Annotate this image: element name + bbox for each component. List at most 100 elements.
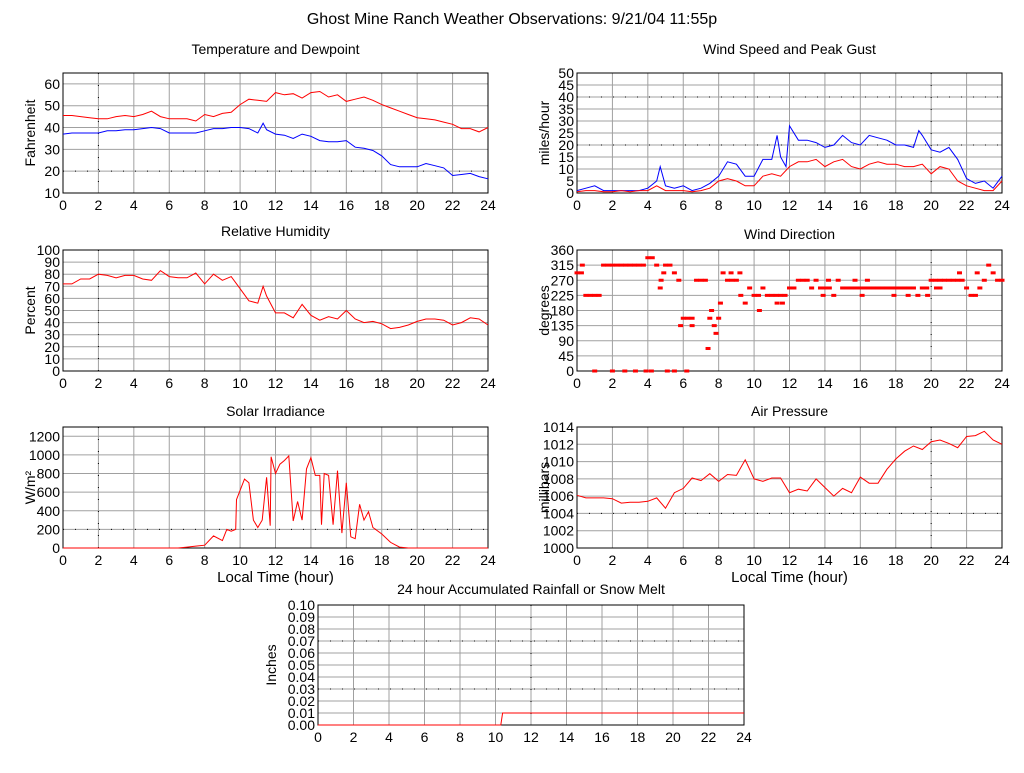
x-tick-label: 18 — [888, 197, 904, 213]
wind-direction-point — [702, 278, 708, 282]
wind-direction-point — [671, 369, 677, 373]
wind-direction-point — [596, 293, 602, 297]
series-line-0 — [576, 430, 1003, 510]
wind-direction-point — [974, 271, 980, 275]
page-title: Ghost Mine Ranch Weather Observations: 9… — [307, 11, 717, 28]
x-tick-label: 22 — [445, 197, 461, 213]
x-tick-label: 14 — [817, 552, 833, 568]
wind-direction-point — [968, 293, 974, 297]
y-tick-label: 20 — [44, 163, 60, 179]
wind-direction-point — [915, 293, 921, 297]
wind-direction-point — [632, 263, 638, 267]
wind-direction-point — [705, 346, 711, 350]
wind-direction-point — [809, 286, 815, 290]
plot-frame — [576, 249, 1003, 372]
x-tick-label: 0 — [573, 375, 581, 391]
wind-direction-point — [840, 286, 846, 290]
x-tick-label: 8 — [715, 197, 723, 213]
plot-frame — [62, 72, 489, 194]
wind-direction-point — [623, 263, 629, 267]
x-tick-label: 8 — [201, 375, 209, 391]
x-tick-label: 8 — [715, 552, 723, 568]
wind-direction-point — [622, 369, 628, 373]
y-tick-label: 1000 — [543, 540, 574, 556]
wind-direction-point — [933, 286, 939, 290]
wind-direction-point — [685, 316, 691, 320]
wind-direction-point — [924, 286, 930, 290]
x-tick-label: 10 — [746, 197, 762, 213]
y-axis-label: millibars — [536, 462, 552, 513]
wind-direction-point — [614, 263, 620, 267]
wind-direction-point — [787, 286, 792, 290]
wind-direction-point — [957, 271, 962, 275]
y-tick-label: 100 — [37, 242, 61, 258]
wind-direction-point — [879, 286, 885, 290]
wind-direction-point — [711, 324, 717, 328]
x-tick-label: 4 — [130, 375, 138, 391]
y-tick-label: 0.06 — [288, 645, 315, 661]
x-tick-label: 20 — [409, 552, 425, 568]
wind-direction-point — [578, 271, 584, 275]
y-tick-label: 1002 — [543, 523, 574, 539]
x-tick-label: 8 — [201, 197, 209, 213]
x-tick-label: 14 — [817, 197, 833, 213]
y-tick-label: 50 — [44, 98, 60, 114]
wind-direction-point — [707, 316, 713, 320]
y-tick-label: 50 — [558, 65, 574, 81]
wind-direction-point — [964, 286, 970, 290]
x-tick-label: 4 — [130, 197, 138, 213]
wind-direction-point — [769, 293, 775, 297]
y-tick-label: 90 — [558, 333, 574, 349]
wind-direction-point — [663, 263, 669, 267]
wind-direction-point — [925, 293, 931, 297]
wind-direction-point — [941, 278, 947, 282]
wind-direction-point — [820, 293, 826, 297]
wind-direction-point — [857, 286, 863, 290]
chart-title: Wind Direction — [744, 226, 835, 242]
wind-direction-point — [822, 286, 828, 290]
series-line-0 — [63, 454, 488, 549]
x-tick-label: 0 — [59, 552, 67, 568]
wind-direction-point — [636, 263, 642, 267]
x-tick-label: 4 — [644, 375, 652, 391]
wind-direction-point — [579, 263, 585, 267]
y-tick-label: 0.08 — [288, 621, 315, 637]
wind-direction-point — [852, 278, 858, 282]
y-tick-label: 1010 — [543, 454, 574, 470]
series-line-1 — [62, 122, 489, 180]
y-tick-label: 10 — [558, 161, 574, 177]
x-tick-label: 2 — [609, 197, 617, 213]
wind-direction-point — [862, 286, 868, 290]
y-tick-label: 35 — [558, 101, 574, 117]
x-tick-label: 6 — [679, 552, 687, 568]
y-tick-label: 0.02 — [288, 693, 315, 709]
wind-direction-point — [654, 263, 660, 267]
x-tick-label: 8 — [456, 729, 464, 745]
x-tick-label: 18 — [374, 197, 390, 213]
wind-direction-point — [902, 286, 908, 290]
wind-direction-point — [813, 278, 819, 282]
wind-direction-point — [937, 286, 943, 290]
wind-direction-point — [742, 301, 748, 305]
y-tick-label: 1012 — [543, 436, 574, 452]
x-tick-label: 20 — [409, 197, 425, 213]
x-tick-label: 4 — [385, 729, 393, 745]
series-line-0 — [63, 90, 489, 133]
y-tick-label: 1006 — [543, 488, 574, 504]
wind-direction-point — [893, 286, 899, 290]
wind-direction-point — [995, 278, 1001, 282]
wind-direction-point — [592, 369, 598, 373]
chart-title: 24 hour Accumulated Rainfall or Snow Mel… — [397, 581, 665, 597]
wind-direction-point — [778, 293, 784, 297]
x-tick-label: 8 — [715, 375, 723, 391]
wind-direction-point — [764, 293, 770, 297]
y-axis-label: Inches — [263, 644, 279, 685]
y-tick-label: 200 — [37, 521, 61, 537]
x-tick-label: 16 — [594, 729, 610, 745]
y-tick-label: 0.07 — [288, 633, 315, 649]
